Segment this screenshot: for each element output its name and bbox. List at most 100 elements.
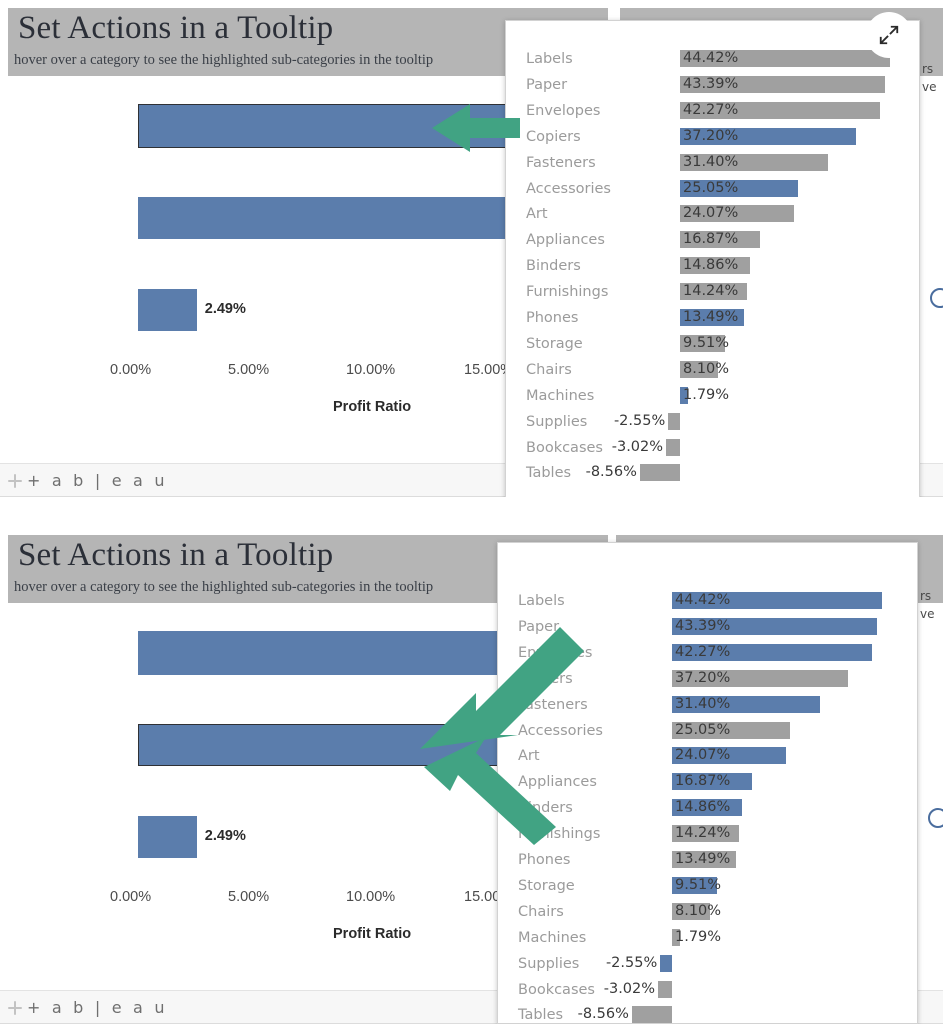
tooltip-bar-phones bbox=[680, 309, 744, 326]
tooltip-bar-art bbox=[672, 747, 786, 765]
edge-text-fragment-top: rs bbox=[922, 62, 934, 76]
tooltip-row: Art 24.07% bbox=[498, 744, 917, 770]
x-axis-tick: 15.00% bbox=[464, 362, 514, 378]
bar-value-label: 2.49% bbox=[204, 828, 246, 844]
tooltip-value-label: 8.10% bbox=[675, 902, 722, 919]
tooltip-row: Copiers 37.20% bbox=[506, 125, 919, 151]
tooltip-bar-appliances bbox=[672, 773, 752, 791]
tooltip-bar-chairs bbox=[672, 902, 711, 920]
tooltip-value-label: 24.07% bbox=[675, 747, 731, 764]
tooltip-subcategory-label: Furnishings bbox=[526, 284, 609, 301]
tooltip-value-label: 44.42% bbox=[683, 50, 739, 66]
page-subtitle: hover over a category to see the highlig… bbox=[14, 52, 434, 68]
tooltip-subcategory-label: Copiers bbox=[526, 128, 581, 145]
tooltip-subcategory-label: Tables bbox=[526, 465, 572, 482]
tooltip-bar-envelopes bbox=[680, 101, 880, 119]
tooltip-subcategory-label: Appliances bbox=[526, 232, 605, 249]
edge-text-fragment-top-b: rs bbox=[920, 589, 932, 603]
tooltip-subcategory-label: Accessories bbox=[518, 722, 603, 739]
tooltip-value-label: 44.42% bbox=[675, 592, 731, 608]
tooltip-value-label: 1.79% bbox=[675, 928, 722, 945]
tooltip-subcategory-label: Art bbox=[518, 748, 540, 765]
bar-row[interactable]: Technology bbox=[0, 631, 549, 675]
tooltip-bar-machines bbox=[680, 386, 689, 404]
bar-row[interactable]: Furniture2.49% bbox=[0, 289, 520, 331]
tooltip-value-label: 25.05% bbox=[675, 721, 731, 738]
tooltip-row: Appliances 16.87% bbox=[498, 770, 917, 796]
x-axis-tick: 0.00% bbox=[110, 362, 152, 378]
tooltip-bar-storage bbox=[680, 334, 725, 352]
bar-value-label: 2.49% bbox=[204, 301, 246, 317]
tooltip-bar-tables bbox=[639, 464, 680, 482]
tooltip-subcategory-label: Labels bbox=[518, 593, 565, 609]
expand-button-bubble[interactable] bbox=[866, 12, 912, 58]
dashboard-panel-bottom: Set Actions in a Tooltip hover over a ca… bbox=[0, 527, 943, 1024]
tooltip-value-label: 16.87% bbox=[675, 773, 731, 790]
tooltip-value-label: 43.39% bbox=[675, 617, 731, 634]
tooltip-subcategory-label: Supplies bbox=[518, 955, 580, 972]
tooltip-value-label: 24.07% bbox=[683, 205, 739, 222]
page-title: Set Actions in a Tooltip bbox=[18, 10, 334, 46]
tooltip-value-label: -2.55% bbox=[605, 954, 658, 971]
tooltip-bar-tables bbox=[631, 1006, 672, 1024]
tooltip-value-label: -3.02% bbox=[603, 980, 656, 997]
tooltip-subcategory-label: Machines bbox=[526, 387, 595, 404]
tooltip-row: Envelopes 42.27% bbox=[498, 641, 917, 667]
tooltip-bottom: Labels 44.42% Paper 43.39% Envelopes 42.27% Co… bbox=[497, 542, 918, 1024]
tooltip-subcategory-label: Chairs bbox=[518, 903, 564, 920]
tableau-logo[interactable]: + a b | e a u bbox=[8, 471, 168, 490]
bar-rect-office-supplies[interactable] bbox=[138, 724, 540, 766]
edge-circle-marker bbox=[930, 288, 943, 308]
tooltip-bar-furnishings bbox=[672, 825, 740, 843]
tooltip-bar-copiers bbox=[680, 127, 856, 145]
tableau-star-icon bbox=[8, 473, 22, 488]
tooltip-value-label: 13.49% bbox=[683, 309, 739, 325]
tooltip-subcategory-label: Storage bbox=[526, 335, 583, 352]
tooltip-row: Binders 14.86% bbox=[498, 796, 917, 822]
tooltip-value-label: 43.39% bbox=[683, 75, 739, 92]
tooltip-value-label: 42.27% bbox=[683, 101, 739, 118]
bar-rect-technology[interactable] bbox=[138, 631, 549, 675]
tooltip-subcategory-label: Fasteners bbox=[518, 696, 588, 713]
tooltip-value-label: 9.51% bbox=[683, 334, 730, 351]
bar-rect-technology[interactable] bbox=[138, 104, 549, 148]
tooltip-subcategory-label: Binders bbox=[526, 258, 581, 275]
bar-row[interactable]: Office Supplies bbox=[0, 724, 540, 766]
tableau-logo-bottom[interactable]: + a b | e a u bbox=[8, 998, 168, 1017]
bar-row[interactable]: Furniture2.49% bbox=[0, 816, 520, 858]
page-subtitle-bottom: hover over a category to see the highlig… bbox=[14, 579, 434, 595]
tooltip-value-label: 14.86% bbox=[683, 257, 739, 274]
tooltip-row: Art 24.07% bbox=[506, 202, 919, 228]
tooltip-subcategory-label: Labels bbox=[526, 51, 573, 67]
tooltip-subcategory-label: Appliances bbox=[518, 774, 597, 791]
tooltip-row: Phones 13.49% bbox=[506, 306, 919, 332]
tooltip-value-label: 25.05% bbox=[683, 179, 739, 196]
tooltip-bar-supplies bbox=[659, 954, 672, 972]
tooltip-subcategory-label: Phones bbox=[526, 310, 579, 326]
tooltip-value-label: -2.55% bbox=[613, 412, 666, 429]
bar-rect-office-supplies[interactable] bbox=[138, 197, 540, 239]
bar-rect-furniture[interactable] bbox=[138, 289, 197, 331]
tooltip-subcategory-label: Machines bbox=[518, 929, 587, 946]
edge-text-fragment-bottom-b: ve bbox=[920, 607, 935, 621]
bar-row[interactable]: Office Supplies bbox=[0, 197, 540, 239]
tooltip-subcategory-label: Paper bbox=[526, 76, 568, 93]
tooltip-subcategory-label: Envelopes bbox=[518, 644, 593, 661]
dashboard-panel-top: Set Actions in a Tooltip hover over a ca… bbox=[0, 0, 943, 497]
tooltip-row: Accessories 25.05% bbox=[498, 719, 917, 745]
tooltip-row: Chairs 8.10% bbox=[498, 900, 917, 926]
bar-rect-furniture[interactable] bbox=[138, 816, 197, 858]
tooltip-row: Bookcases -3.02% bbox=[506, 436, 919, 462]
tooltip-row: Paper 43.39% bbox=[506, 73, 919, 99]
tooltip-bar-bookcases bbox=[665, 438, 680, 456]
tooltip-value-label: -8.56% bbox=[577, 1006, 629, 1023]
tooltip-row: Copiers 37.20% bbox=[498, 667, 917, 693]
tooltip-bar-accessories bbox=[680, 179, 799, 197]
tooltip-row: Storage 9.51% bbox=[506, 332, 919, 358]
tooltip-bar-storage bbox=[672, 876, 717, 894]
tooltip-row: Appliances 16.87% bbox=[506, 228, 919, 254]
tooltip-row: Furnishings 14.24% bbox=[506, 280, 919, 306]
bar-row[interactable]: Technology bbox=[0, 104, 549, 148]
tooltip-value-label: 42.27% bbox=[675, 643, 731, 660]
tooltip-value-label: 13.49% bbox=[675, 851, 731, 867]
